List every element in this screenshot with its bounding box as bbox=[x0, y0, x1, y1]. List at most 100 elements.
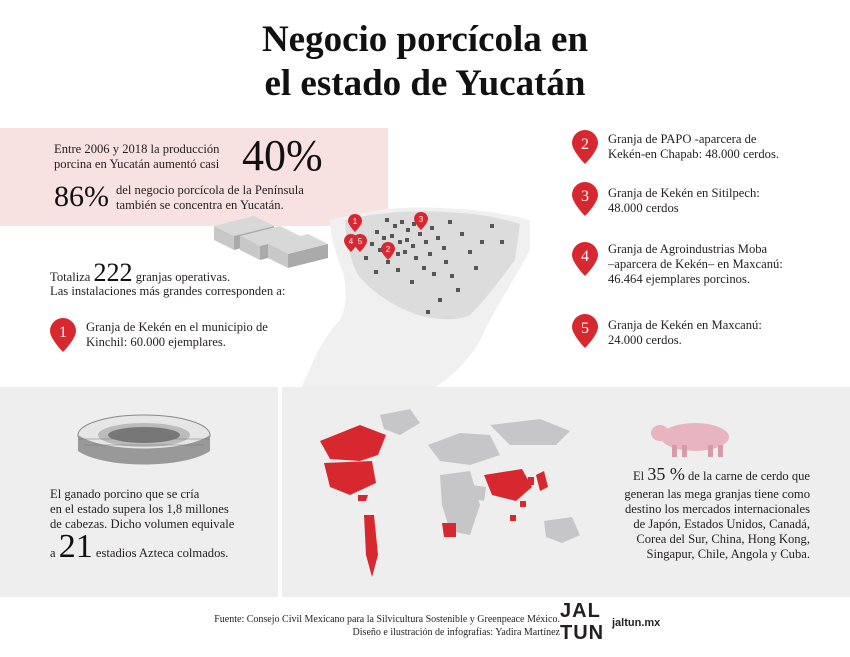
stadium-illustration bbox=[77, 414, 211, 465]
map-pin-1-label: 1 bbox=[353, 217, 358, 226]
cattle-line-1: El ganado porcino que se cría bbox=[50, 487, 200, 501]
location-pin-icon: 5 bbox=[572, 314, 598, 348]
world-map-other-countries bbox=[380, 409, 580, 543]
world-map-destination-countries bbox=[320, 425, 548, 577]
export-percent: 35 % bbox=[647, 464, 685, 484]
facility-line-2: –aparcera de Kekén– en Maxcanú: bbox=[608, 257, 783, 271]
concentration-text: del negocio porcícola de la Península ta… bbox=[116, 183, 386, 213]
production-text-line-2: porcina en Yucatán aumentó casi bbox=[54, 157, 220, 171]
cattle-prefix: a bbox=[50, 546, 56, 560]
cattle-text: El ganado porcino que se cría en el esta… bbox=[50, 487, 280, 564]
yucatan-map bbox=[300, 207, 530, 390]
facility-item-3: 3 Granja de Kekén en Sitilpech: 48.000 c… bbox=[572, 182, 822, 222]
facility-text: Granja de Kekén en Sitilpech: 48.000 cer… bbox=[608, 186, 818, 216]
logo-top: JAL bbox=[560, 600, 601, 622]
cattle-suffix: estadios Azteca colmados. bbox=[95, 546, 229, 560]
country-canada bbox=[320, 425, 386, 461]
title-line-2: el estado de Yucatán bbox=[264, 63, 586, 104]
map-pin-5-label: 5 bbox=[358, 237, 363, 246]
title-line-1: Negocio porcícola en bbox=[261, 19, 589, 60]
country-chile bbox=[364, 515, 378, 577]
facility-number: 5 bbox=[581, 320, 589, 337]
map-pin-4-label: 4 bbox=[349, 237, 354, 246]
farms-total-line-1: Totaliza 222 granjas operativas. bbox=[50, 258, 370, 287]
facility-line-2: 48.000 cerdos bbox=[608, 201, 679, 215]
facility-list: 2 Granja de PAPO -aparcera de Kekén-en C… bbox=[572, 130, 822, 350]
map-pin-5-icon: 5 bbox=[353, 234, 367, 252]
highlight-band bbox=[0, 128, 388, 226]
bottom-section: El ganado porcino que se cría en el esta… bbox=[0, 387, 850, 597]
facility-line-2: 24.000 cerdos. bbox=[608, 333, 682, 347]
export-text: El 35 % de la carne de cerdo que generan… bbox=[560, 464, 810, 562]
export-panel bbox=[282, 387, 850, 597]
farm-buildings-illustration bbox=[214, 216, 328, 268]
cattle-line-4: a 21 estadios Azteca colmados. bbox=[50, 530, 280, 564]
production-percent: 40% bbox=[242, 131, 323, 180]
footer-source: Fuente: Consejo Civil Mexicano para la S… bbox=[0, 613, 560, 639]
location-pin-icon: 1 bbox=[50, 318, 76, 352]
cattle-line-2: en el estado supera los 1,8 millones bbox=[50, 502, 229, 516]
footer-credit-line: Diseño e ilustración de infografías: Yad… bbox=[352, 627, 560, 638]
jaltun-logo: JAL TUN bbox=[560, 600, 608, 650]
country-south-korea bbox=[528, 477, 534, 485]
production-text-line-1: Entre 2006 y 2018 la producción bbox=[54, 142, 220, 156]
facility-number: 4 bbox=[581, 248, 589, 265]
facility-text: Granja de Agroindustrias Moba –aparcera … bbox=[608, 242, 818, 287]
map-pin-2-label: 2 bbox=[386, 245, 391, 254]
country-hong-kong bbox=[520, 501, 526, 507]
logo-bottom: TUN bbox=[560, 622, 605, 644]
farms-total-line-2: Las instalaciones más grandes correspond… bbox=[50, 284, 286, 298]
facility-text: Granja de Kekén en el municipio de Kinch… bbox=[86, 320, 346, 350]
footer-source-line: Fuente: Consejo Civil Mexicano para la S… bbox=[214, 614, 560, 625]
page-title: Negocio porcícola en el estado de Yucatá… bbox=[0, 18, 850, 106]
location-pin-icon: 3 bbox=[572, 182, 598, 216]
farms-total: Totaliza 222 granjas operativas. Las ins… bbox=[50, 258, 370, 299]
farms-prefix: Totaliza bbox=[50, 270, 91, 284]
export-line-3: destino los mercados internacionales bbox=[624, 502, 810, 516]
map-pins: 1 4 5 2 3 bbox=[344, 212, 444, 264]
export-line-6: Singapur, Chile, Angola y Cuba. bbox=[646, 547, 810, 561]
farm-barn-3 bbox=[268, 234, 328, 268]
farms-suffix: granjas operativas. bbox=[135, 270, 231, 284]
facility-line-1: Granja de Agroindustrias Moba bbox=[608, 242, 768, 256]
export-line-2: generan las mega granjas tiene como bbox=[624, 487, 810, 501]
map-pin-3-label: 3 bbox=[419, 215, 424, 224]
facility-line-1: Granja de Kekén en Maxcanú: bbox=[608, 318, 762, 332]
site-link[interactable]: jaltun.mx bbox=[612, 617, 661, 629]
facility-text: Granja de Kekén en Maxcanú: 24.000 cerdo… bbox=[608, 318, 818, 348]
concentration-percent: 86% bbox=[54, 180, 109, 213]
country-angola bbox=[442, 523, 456, 537]
country-cuba bbox=[358, 495, 368, 501]
production-stat: Entre 2006 y 2018 la producción porcina … bbox=[54, 134, 384, 180]
facility-line-1: Granja de PAPO -aparcera de bbox=[608, 132, 757, 146]
facility-item-2: 2 Granja de PAPO -aparcera de Kekén-en C… bbox=[572, 130, 822, 170]
facility-line-1: Granja de Kekén en Sitilpech: bbox=[608, 186, 760, 200]
cattle-line-3: de cabezas. Dicho volumen equivale bbox=[50, 517, 235, 531]
location-pin-icon: 2 bbox=[572, 130, 598, 164]
facility-line-1: Granja de Kekén en el municipio de bbox=[86, 320, 268, 334]
export-suffix: de la carne de cerdo que bbox=[687, 469, 810, 483]
map-pin-2-icon: 2 bbox=[381, 242, 395, 260]
export-prefix: El bbox=[632, 469, 645, 483]
facility-item-1: 1 Granja de Kekén en el municipio de Kin… bbox=[50, 318, 350, 358]
export-line-5: Corea del Sur, China, Hong Kong, bbox=[636, 532, 810, 546]
facility-line-2: Kekén-en Chapab: 48.000 cerdos. bbox=[608, 147, 780, 161]
concentration-text-line-2: también se concentra en Yucatán. bbox=[116, 198, 284, 212]
stadium-count: 21 bbox=[58, 528, 93, 565]
facility-line-3: 46.464 ejemplares porcinos. bbox=[608, 272, 750, 286]
facility-text: Granja de PAPO -aparcera de Kekén-en Cha… bbox=[608, 132, 818, 162]
world-map bbox=[320, 409, 580, 577]
facility-number: 2 bbox=[581, 136, 589, 153]
map-pin-3-icon: 3 bbox=[414, 212, 428, 230]
country-singapore bbox=[510, 515, 516, 521]
country-united-states bbox=[324, 461, 376, 495]
concentration-text-line-1: del negocio porcícola de la Península bbox=[116, 183, 304, 197]
country-china bbox=[484, 469, 532, 501]
facility-number: 3 bbox=[581, 188, 589, 205]
country-japan bbox=[536, 471, 548, 491]
facility-number: 1 bbox=[59, 324, 67, 341]
export-line-1: El 35 % de la carne de cerdo que bbox=[560, 464, 810, 487]
yucatan-state-shape bbox=[345, 211, 520, 320]
farms-count: 222 bbox=[93, 258, 133, 287]
production-text: Entre 2006 y 2018 la producción porcina … bbox=[54, 142, 242, 172]
